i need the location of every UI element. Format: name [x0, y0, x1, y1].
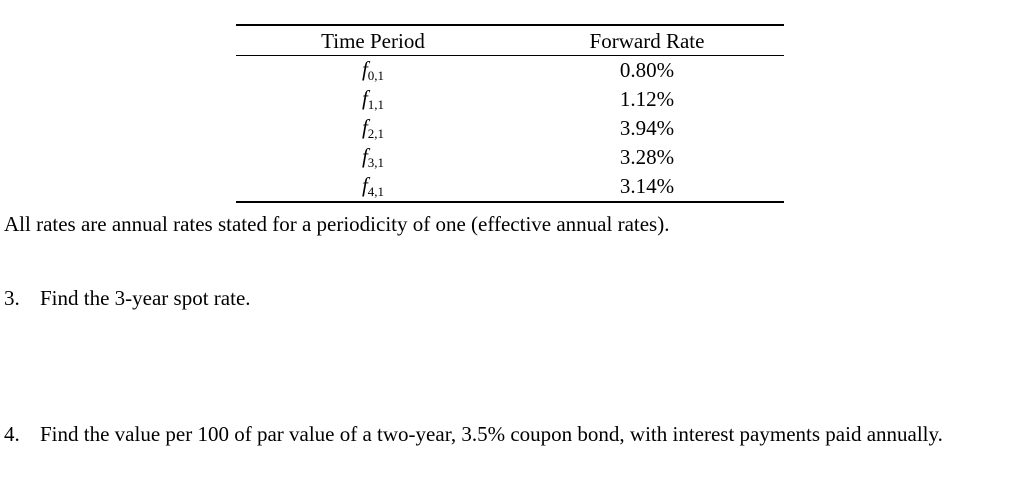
- forward-rate-symbol: f: [361, 57, 368, 81]
- forward-rate-cell: 3.14%: [619, 174, 675, 198]
- question-4: 4. Find the value per 100 of par value o…: [4, 419, 1016, 449]
- forward-rate-symbol: f: [361, 173, 368, 197]
- rates-note: All rates are annual rates stated for a …: [4, 212, 670, 236]
- forward-rate-table: Time Period Forward Rate f0,1 0.80% f1,1…: [236, 24, 784, 203]
- forward-rate-cell: 3.28%: [619, 145, 675, 169]
- forward-rate-cell: 1.12%: [619, 87, 675, 111]
- question-number: 4.: [4, 422, 20, 446]
- question-text: Find the value per 100 of par value of a…: [40, 422, 943, 446]
- table-row: f1,1 1.12%: [236, 85, 784, 114]
- forward-rate-subscript: 0,1: [367, 68, 385, 83]
- question-3: 3. Find the 3-year spot rate.: [4, 283, 1016, 313]
- forward-rate-subscript: 4,1: [367, 184, 385, 199]
- table-row: f3,1 3.28%: [236, 143, 784, 172]
- forward-rate-symbol: f: [361, 115, 368, 139]
- forward-rate-subscript: 1,1: [367, 97, 385, 112]
- question-number: 3.: [4, 286, 20, 310]
- time-period-cell: f4,1: [236, 172, 510, 202]
- header-forward-rate: Forward Rate: [589, 29, 705, 53]
- forward-rate-symbol: f: [361, 144, 368, 168]
- table-row: f4,1 3.14%: [236, 172, 784, 202]
- time-period-cell: f3,1: [236, 143, 510, 172]
- time-period-cell: f1,1: [236, 85, 510, 114]
- header-time-period: Time Period: [321, 29, 425, 53]
- table-header-row: Time Period Forward Rate: [236, 25, 784, 56]
- time-period-cell: f2,1: [236, 114, 510, 143]
- forward-rate-subscript: 2,1: [367, 126, 385, 141]
- question-text: Find the 3-year spot rate.: [40, 286, 251, 310]
- table-row: f0,1 0.80%: [236, 56, 784, 86]
- forward-rate-cell: 0.80%: [619, 58, 675, 82]
- table-body: f0,1 0.80% f1,1 1.12% f2,1 3.94% f3,1 3.…: [236, 56, 784, 202]
- forward-rate-subscript: 3,1: [367, 155, 385, 170]
- table-row: f2,1 3.94%: [236, 114, 784, 143]
- time-period-cell: f0,1: [236, 56, 510, 86]
- forward-rate-symbol: f: [361, 86, 368, 110]
- forward-rate-cell: 3.94%: [619, 116, 675, 140]
- table-header: Time Period Forward Rate: [236, 25, 784, 56]
